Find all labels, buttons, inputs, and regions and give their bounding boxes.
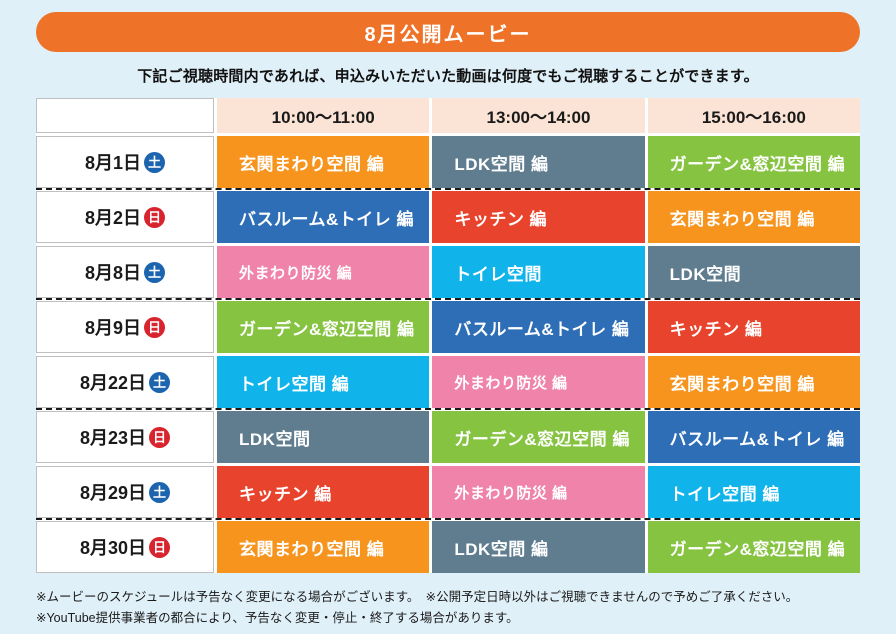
table-row: 8月2日 日 バスルーム&トイレ 編 キッチン 編 玄関まわり空間 編 (36, 188, 860, 243)
date-label: 8月1日 (84, 153, 142, 173)
table-row: 8月23日 日 LDK空間 ガーデン&窓辺空間 編 バスルーム&トイレ 編 (36, 408, 860, 463)
table-row: 8月22日 土 トイレ空間 編 外まわり防災 編 玄関まわり空間 編 (36, 356, 860, 408)
movie-cell: トイレ空間 編 (647, 466, 860, 518)
movie-cell: 玄関まわり空間 編 (647, 191, 860, 243)
date-label: 8月23日 (79, 428, 147, 448)
table-header-row: 10:00〜11:00 13:00〜14:00 15:00〜16:00 (36, 98, 860, 133)
movie-cell: キッチン 編 (217, 466, 430, 518)
movie-cell: ガーデン&窓辺空間 編 (432, 411, 645, 463)
date-label: 8月29日 (79, 483, 147, 503)
page-title: 8月公開ムービー (364, 23, 532, 46)
schedule-table: 10:00〜11:00 13:00〜14:00 15:00〜16:00 8月1日… (36, 98, 860, 573)
corner-cell (36, 98, 214, 133)
day-badge: 日 (149, 536, 171, 558)
movie-cell: キッチン 編 (647, 301, 860, 353)
table-row: 8月9日 日 ガーデン&窓辺空間 編 バスルーム&トイレ 編 キッチン 編 (36, 298, 860, 353)
day-badge: 日 (144, 206, 166, 228)
date-cell: 8月29日 土 (36, 466, 214, 518)
date-cell: 8月2日 日 (36, 191, 214, 243)
movie-cell: 外まわり防災 編 (432, 356, 645, 408)
time-header-1300: 13:00〜14:00 (432, 98, 645, 133)
day-badge: 日 (149, 426, 171, 448)
movie-cell: LDK空間 (217, 411, 430, 463)
footnotes: ※ムービーのスケジュールは予告なく変更になる場合がございます。 ※公開予定日時以… (36, 587, 860, 628)
table-row: 8月1日 土 玄関まわり空間 編 LDK空間 編 ガーデン&窓辺空間 編 (36, 136, 860, 188)
movie-cell: キッチン 編 (432, 191, 645, 243)
date-cell: 8月23日 日 (36, 411, 214, 463)
table-row: 8月8日 土 外まわり防災 編 トイレ空間 LDK空間 (36, 246, 860, 298)
time-header-1500: 15:00〜16:00 (647, 98, 860, 133)
day-badge: 土 (144, 261, 166, 283)
date-cell: 8月22日 土 (36, 356, 214, 408)
date-label: 8月2日 (84, 208, 142, 228)
day-badge: 土 (149, 371, 171, 393)
footnote-line: ※YouTube提供事業者の都合により、予告なく変更・停止・終了する場合がありま… (36, 610, 519, 625)
movie-cell: ガーデン&窓辺空間 編 (217, 301, 430, 353)
movie-cell: バスルーム&トイレ 編 (217, 191, 430, 243)
date-label: 8月8日 (84, 263, 142, 283)
time-header-1000: 10:00〜11:00 (217, 98, 430, 133)
movie-cell: LDK空間 (647, 246, 860, 298)
movie-cell: 外まわり防災 編 (432, 466, 645, 518)
date-label: 8月30日 (79, 538, 147, 558)
day-badge: 土 (144, 151, 166, 173)
movie-cell: LDK空間 編 (432, 136, 645, 188)
movie-cell: ガーデン&窓辺空間 編 (647, 521, 860, 573)
date-cell: 8月30日 日 (36, 521, 214, 573)
footnote-line: ※ムービーのスケジュールは予告なく変更になる場合がございます。 ※公開予定日時以… (36, 590, 799, 604)
movie-cell: 玄関まわり空間 編 (217, 521, 430, 573)
movie-cell: トイレ空間 (432, 246, 645, 298)
page-title-banner: 8月公開ムービー (36, 12, 860, 52)
day-badge: 日 (144, 316, 166, 338)
date-label: 8月22日 (79, 373, 147, 393)
date-cell: 8月1日 土 (36, 136, 214, 188)
movie-cell: トイレ空間 編 (217, 356, 430, 408)
date-cell: 8月9日 日 (36, 301, 214, 353)
day-badge: 土 (149, 481, 171, 503)
table-row: 8月29日 土 キッチン 編 外まわり防災 編 トイレ空間 編 (36, 466, 860, 518)
movie-cell: 玄関まわり空間 編 (647, 356, 860, 408)
table-row: 8月30日 日 玄関まわり空間 編 LDK空間 編 ガーデン&窓辺空間 編 (36, 518, 860, 573)
movie-cell: バスルーム&トイレ 編 (432, 301, 645, 353)
date-label: 8月9日 (84, 318, 142, 338)
movie-cell: バスルーム&トイレ 編 (647, 411, 860, 463)
movie-cell: 玄関まわり空間 編 (217, 136, 430, 188)
movie-cell: 外まわり防災 編 (217, 246, 430, 298)
movie-cell: ガーデン&窓辺空間 編 (647, 136, 860, 188)
movie-cell: LDK空間 編 (432, 521, 645, 573)
date-cell: 8月8日 土 (36, 246, 214, 298)
subtitle-text: 下記ご視聴時間内であれば、申込みいただいた動画は何度でもご視聴することができます… (137, 68, 759, 85)
